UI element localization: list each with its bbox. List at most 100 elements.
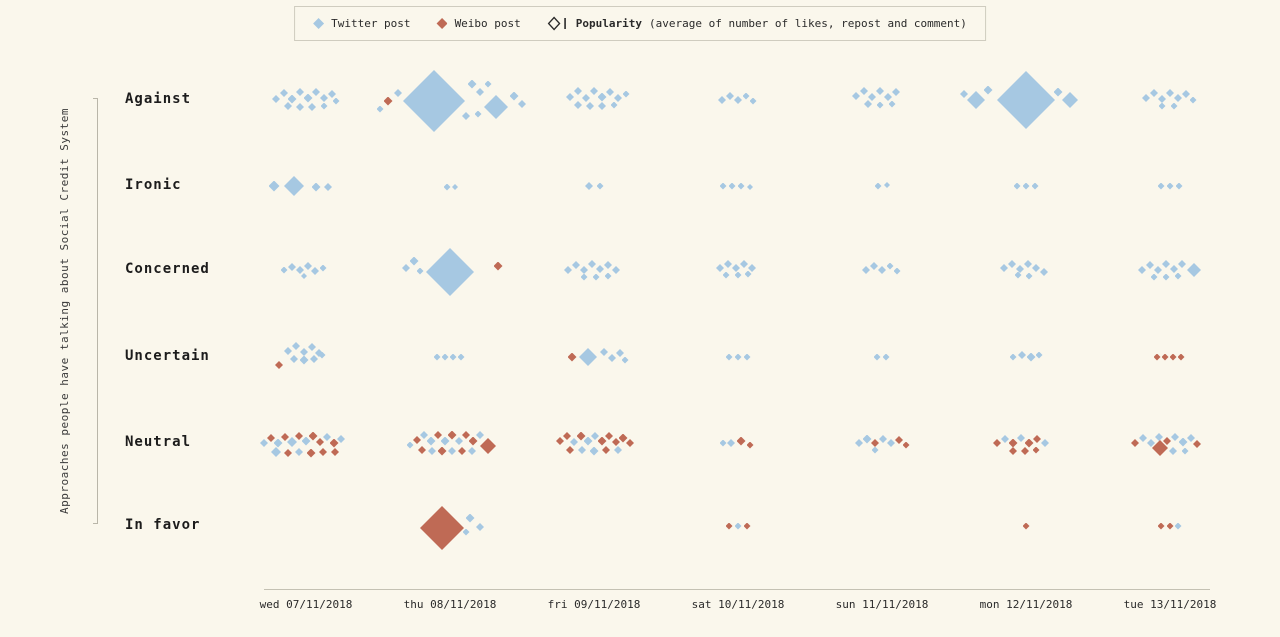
twitter-post-marker[interactable] [570,438,578,446]
twitter-post-marker[interactable] [589,446,599,456]
twitter-post-marker[interactable] [592,273,600,281]
twitter-post-marker[interactable] [484,95,508,119]
twitter-post-marker[interactable] [879,435,887,443]
twitter-post-marker[interactable] [722,271,730,279]
twitter-post-marker[interactable] [892,88,900,96]
twitter-post-marker[interactable] [449,353,457,361]
twitter-post-marker[interactable] [726,92,734,100]
twitter-post-marker[interactable] [574,101,582,109]
twitter-post-marker[interactable] [271,447,281,457]
twitter-post-marker[interactable] [462,112,470,120]
twitter-post-marker[interactable] [296,266,304,274]
weibo-post-marker[interactable] [295,432,303,440]
twitter-post-marker[interactable] [728,182,736,190]
twitter-post-marker[interactable] [621,356,629,364]
weibo-post-marker[interactable] [1157,522,1165,530]
weibo-post-marker[interactable] [319,448,327,456]
twitter-post-marker[interactable] [301,436,311,446]
twitter-post-marker[interactable] [586,102,594,110]
twitter-post-marker[interactable] [1187,263,1201,277]
weibo-post-marker[interactable] [612,438,620,446]
twitter-post-marker[interactable] [1150,273,1158,281]
twitter-post-marker[interactable] [402,264,410,272]
twitter-post-marker[interactable] [878,266,886,274]
twitter-post-marker[interactable] [597,92,607,102]
twitter-post-marker[interactable] [1000,264,1008,272]
twitter-post-marker[interactable] [1014,271,1022,279]
weibo-post-marker[interactable] [1021,447,1029,455]
weibo-post-marker[interactable] [1009,447,1017,455]
twitter-post-marker[interactable] [864,100,872,108]
twitter-post-marker[interactable] [719,439,727,447]
twitter-post-marker[interactable] [1150,89,1158,97]
twitter-post-marker[interactable] [323,433,331,441]
twitter-post-marker[interactable] [734,522,742,530]
weibo-post-marker[interactable] [1161,353,1169,361]
twitter-post-marker[interactable] [1142,94,1150,102]
weibo-post-marker[interactable] [618,433,628,443]
twitter-post-marker[interactable] [876,87,884,95]
weibo-post-marker[interactable] [576,431,586,441]
twitter-post-marker[interactable] [1187,434,1195,442]
legend-item-weibo[interactable]: Weibo post [436,17,521,30]
twitter-post-marker[interactable] [1162,273,1170,281]
twitter-post-marker[interactable] [272,95,280,103]
twitter-post-marker[interactable] [1022,182,1030,190]
twitter-post-marker[interactable] [1139,434,1147,442]
twitter-post-marker[interactable] [1166,182,1174,190]
twitter-post-marker[interactable] [1001,435,1009,443]
weibo-post-marker[interactable] [602,446,610,454]
twitter-post-marker[interactable] [566,93,574,101]
weibo-post-marker[interactable] [1163,437,1171,445]
twitter-post-marker[interactable] [476,523,484,531]
twitter-post-marker[interactable] [616,349,624,357]
twitter-post-marker[interactable] [860,87,868,95]
twitter-post-marker[interactable] [311,182,321,192]
weibo-post-marker[interactable] [462,431,470,439]
twitter-post-marker[interactable] [1008,260,1016,268]
twitter-post-marker[interactable] [268,180,280,192]
twitter-post-marker[interactable] [1035,351,1043,359]
weibo-post-marker[interactable] [1131,439,1139,447]
twitter-post-marker[interactable] [1040,268,1048,276]
twitter-post-marker[interactable] [476,431,484,439]
weibo-post-marker[interactable] [1024,438,1034,448]
twitter-post-marker[interactable] [318,351,326,359]
weibo-post-marker[interactable] [743,522,751,530]
weibo-post-marker[interactable] [306,448,316,458]
twitter-post-marker[interactable] [284,347,292,355]
twitter-post-marker[interactable] [893,267,901,275]
twitter-post-marker[interactable] [1154,266,1162,274]
twitter-post-marker[interactable] [308,103,316,111]
twitter-post-marker[interactable] [862,434,872,444]
twitter-post-marker[interactable] [871,446,879,454]
twitter-post-marker[interactable] [1189,96,1197,104]
twitter-post-marker[interactable] [604,272,612,280]
twitter-post-marker[interactable] [1158,95,1166,103]
twitter-post-marker[interactable] [610,101,618,109]
twitter-post-marker[interactable] [732,264,740,272]
twitter-post-marker[interactable] [876,101,884,109]
weibo-post-marker[interactable] [1166,522,1174,530]
twitter-post-marker[interactable] [1166,89,1174,97]
twitter-post-marker[interactable] [596,265,604,273]
twitter-post-marker[interactable] [884,93,892,101]
twitter-post-marker[interactable] [1174,522,1182,530]
twitter-post-marker[interactable] [572,261,580,269]
twitter-post-marker[interactable] [1053,87,1063,97]
twitter-post-marker[interactable] [287,94,297,104]
weibo-post-marker[interactable] [418,446,426,454]
weibo-post-marker[interactable] [993,439,1001,447]
weibo-post-marker[interactable] [902,441,910,449]
twitter-post-marker[interactable] [303,93,313,103]
twitter-post-marker[interactable] [1158,102,1166,110]
twitter-post-marker[interactable] [727,439,735,447]
weibo-post-marker[interactable] [281,433,289,441]
twitter-post-marker[interactable] [1032,264,1040,272]
twitter-post-marker[interactable] [596,182,604,190]
twitter-post-marker[interactable] [1016,265,1024,273]
twitter-post-marker[interactable] [280,266,288,274]
twitter-post-marker[interactable] [465,513,475,523]
twitter-post-marker[interactable] [737,182,745,190]
twitter-post-marker[interactable] [724,260,732,268]
